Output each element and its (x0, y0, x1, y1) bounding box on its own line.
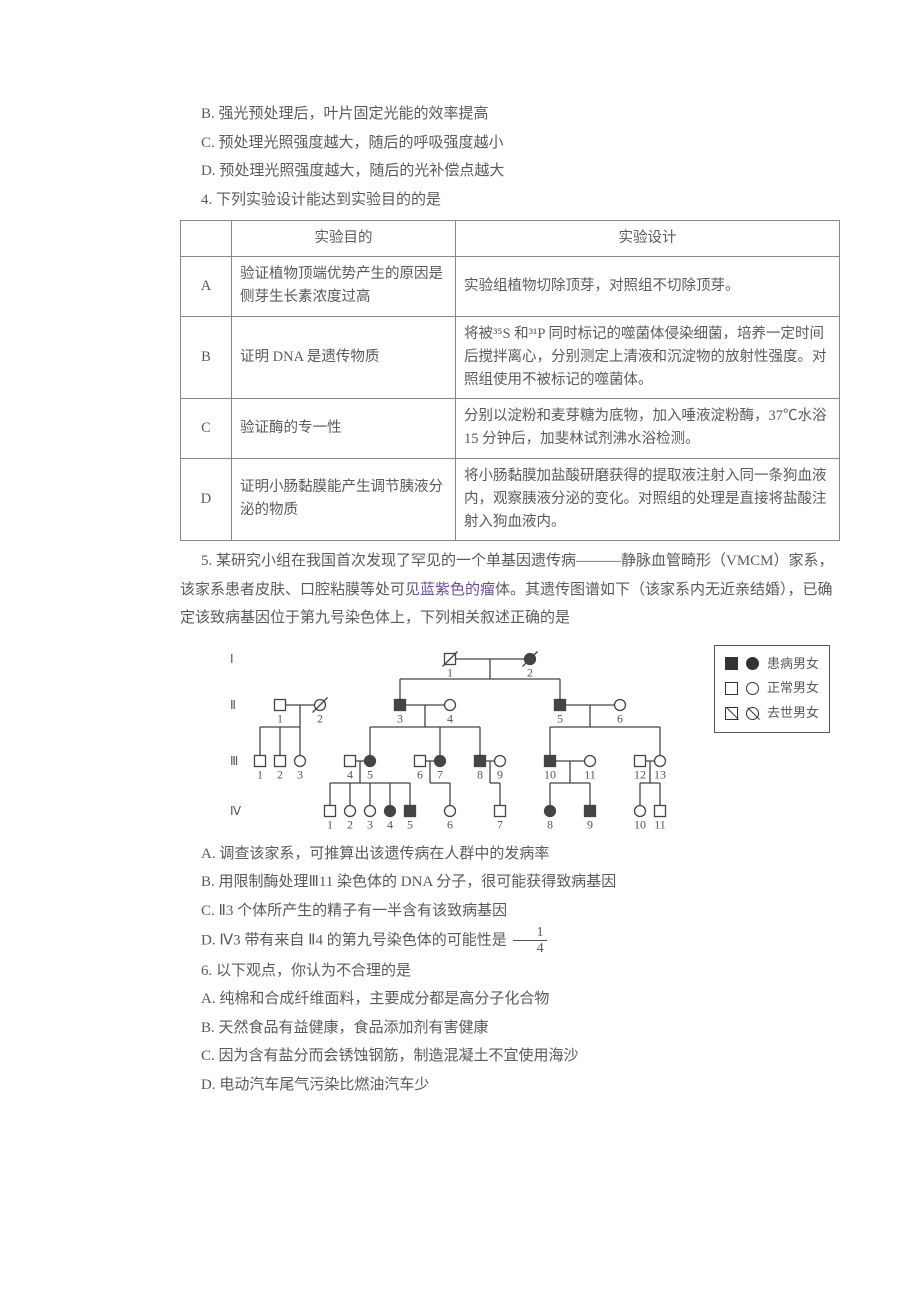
page-content: B. 强光预处理后，叶片固定光能的效率提高 C. 预处理光照强度越大，随后的呼吸… (0, 0, 920, 1159)
table-row: D 证明小肠黏膜能产生调节胰液分泌的物质 将小肠黏膜加盐酸研磨获得的提取液注射入… (181, 458, 840, 541)
circle-slash-icon (746, 707, 759, 720)
svg-text:8: 8 (547, 817, 553, 831)
square-open-icon (725, 682, 738, 695)
svg-text:1: 1 (257, 767, 263, 781)
q5-opt-d-text: D. Ⅳ3 带有来自 Ⅱ4 的第九号染色体的可能性是 (201, 932, 507, 948)
svg-text:9: 9 (587, 817, 593, 831)
svg-text:Ⅰ: Ⅰ (230, 652, 234, 666)
q4-c-purpose: 验证酶的专一性 (232, 399, 456, 458)
svg-text:2: 2 (527, 665, 533, 679)
q4-b-design: 将被³⁵S 和³¹P 同时标记的噬菌体侵染细菌，培养一定时间后搅拌离心，分别测定… (456, 316, 840, 399)
q6-opt-a: A. 纯棉和合成纤维面料，主要成分都是高分子化合物 (180, 985, 840, 1014)
fraction-denom: 4 (513, 941, 547, 956)
svg-text:3: 3 (367, 817, 373, 831)
svg-text:12: 12 (634, 767, 646, 781)
q4-th-purpose: 实验目的 (232, 221, 456, 257)
q4-c-label: C (181, 399, 232, 458)
q5-opt-c: C. Ⅱ3 个体所产生的精子有一半含有该致病基因 (180, 897, 840, 926)
svg-text:4: 4 (347, 767, 353, 781)
q4-a-design: 实验组植物切除顶芽，对照组不切除顶芽。 (456, 257, 840, 316)
legend-normal: 正常男女 (725, 676, 819, 701)
q4-c-design: 分别以淀粉和麦芽糖为底物，加入唾液淀粉酶，37℃水浴 15 分钟后，加斐林试剂沸… (456, 399, 840, 458)
q5-opt-b: B. 用限制酶处理Ⅲ11 染色体的 DNA 分子，很可能获得致病基因 (180, 868, 840, 897)
q4-stem: 4. 下列实验设计能达到实验目的的是 (180, 186, 840, 215)
q4-b-purpose: 证明 DNA 是遗传物质 (232, 316, 456, 399)
svg-text:4: 4 (447, 711, 453, 725)
svg-text:2: 2 (277, 767, 283, 781)
svg-text:10: 10 (634, 817, 646, 831)
legend-affected-label: 患病男女 (767, 652, 819, 677)
q4-th-blank (181, 221, 232, 257)
svg-text:7: 7 (437, 767, 443, 781)
svg-text:8: 8 (477, 767, 483, 781)
svg-text:4: 4 (387, 817, 393, 831)
svg-text:1: 1 (327, 817, 333, 831)
square-slash-icon (725, 707, 738, 720)
q5-stem-accent: 见蓝紫色的瘤 (405, 582, 495, 598)
svg-text:7: 7 (497, 817, 503, 831)
legend-deceased-label: 去世男女 (767, 701, 819, 726)
svg-text:1: 1 (447, 665, 453, 679)
svg-text:2: 2 (317, 711, 323, 725)
legend-affected: 患病男女 (725, 652, 819, 677)
circle-open-icon (746, 682, 759, 695)
svg-text:5: 5 (367, 767, 373, 781)
q4-th-design: 实验设计 (456, 221, 840, 257)
q5-opt-a: A. 调查该家系，可推算出该遗传病在人群中的发病率 (180, 840, 840, 869)
square-filled-icon (725, 657, 738, 670)
svg-text:6: 6 (447, 817, 453, 831)
svg-text:6: 6 (417, 767, 423, 781)
circle-filled-icon (746, 657, 759, 670)
q4-d-design: 将小肠黏膜加盐酸研磨获得的提取液注射入同一条狗血液内，观察胰液分泌的变化。对照组… (456, 458, 840, 541)
q5-stem: 5. 某研究小组在我国首次发现了罕见的一个单基因遗传病———静脉血管畸形（VMC… (180, 547, 840, 633)
svg-text:11: 11 (584, 767, 596, 781)
q4-a-label: A (181, 257, 232, 316)
svg-text:2: 2 (347, 817, 353, 831)
svg-text:Ⅱ: Ⅱ (230, 698, 236, 712)
svg-text:10: 10 (544, 767, 556, 781)
q4-table: 实验目的 实验设计 A 验证植物顶端优势产生的原因是侧芽生长素浓度过高 实验组植… (180, 220, 840, 541)
q-opt-d: D. 预处理光照强度越大，随后的光补偿点越大 (180, 157, 840, 186)
svg-text:Ⅲ: Ⅲ (230, 754, 238, 768)
pedigree-svg: ⅠⅡⅢⅣ121234561234567891011121312345678910… (220, 641, 780, 836)
svg-text:11: 11 (654, 817, 666, 831)
fraction-numer: 1 (513, 925, 547, 941)
pedigree-legend: 患病男女 正常男女 去世男女 (714, 645, 830, 733)
svg-text:13: 13 (654, 767, 666, 781)
q-opt-c: C. 预处理光照强度越大，随后的呼吸强度越小 (180, 129, 840, 158)
q4-a-purpose: 验证植物顶端优势产生的原因是侧芽生长素浓度过高 (232, 257, 456, 316)
svg-text:1: 1 (277, 711, 283, 725)
q-opt-b: B. 强光预处理后，叶片固定光能的效率提高 (180, 100, 840, 129)
q4-d-label: D (181, 458, 232, 541)
q4-b-label: B (181, 316, 232, 399)
svg-text:6: 6 (617, 711, 623, 725)
legend-deceased: 去世男女 (725, 701, 819, 726)
svg-text:5: 5 (557, 711, 563, 725)
q6-stem: 6. 以下观点，你认为不合理的是 (180, 957, 840, 986)
svg-text:9: 9 (497, 767, 503, 781)
q6-opt-d: D. 电动汽车尾气污染比燃油汽车少 (180, 1071, 840, 1100)
table-row: C 验证酶的专一性 分别以淀粉和麦芽糖为底物，加入唾液淀粉酶，37℃水浴 15 … (181, 399, 840, 458)
table-row: A 验证植物顶端优势产生的原因是侧芽生长素浓度过高 实验组植物切除顶芽，对照组不… (181, 257, 840, 316)
svg-text:5: 5 (407, 817, 413, 831)
q6-opt-c: C. 因为含有盐分而会锈蚀钢筋，制造混凝土不宜使用海沙 (180, 1042, 840, 1071)
fraction-icon: 1 4 (513, 925, 547, 957)
svg-text:3: 3 (297, 767, 303, 781)
pedigree-diagram: ⅠⅡⅢⅣ121234561234567891011121312345678910… (220, 641, 840, 836)
legend-normal-label: 正常男女 (767, 676, 819, 701)
q5-opt-d: D. Ⅳ3 带有来自 Ⅱ4 的第九号染色体的可能性是 1 4 (180, 925, 840, 957)
table-row: B 证明 DNA 是遗传物质 将被³⁵S 和³¹P 同时标记的噬菌体侵染细菌，培… (181, 316, 840, 399)
svg-text:Ⅳ: Ⅳ (230, 804, 241, 818)
q4-d-purpose: 证明小肠黏膜能产生调节胰液分泌的物质 (232, 458, 456, 541)
q6-opt-b: B. 天然食品有益健康，食品添加剂有害健康 (180, 1014, 840, 1043)
svg-text:3: 3 (397, 711, 403, 725)
